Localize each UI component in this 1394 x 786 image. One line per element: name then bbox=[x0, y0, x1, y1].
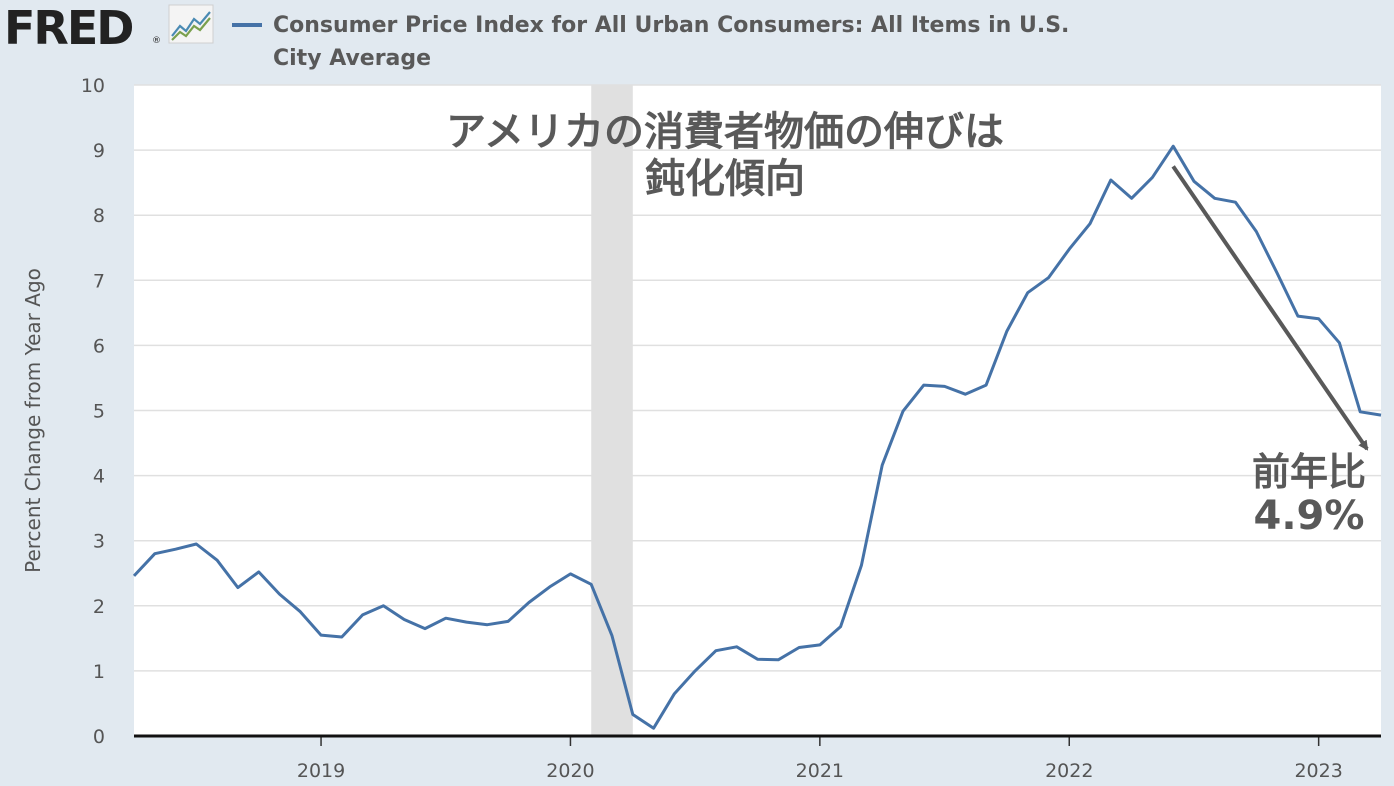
legend-label[interactable]: Consumer Price Index for All Urban Consu… bbox=[273, 13, 1070, 71]
data-point-2021-02[interactable] bbox=[839, 625, 843, 629]
annotation-title-line2: 鈍化傾向 bbox=[645, 156, 805, 202]
y-axis-title: Percent Change from Year Ago bbox=[21, 268, 45, 573]
data-point-2019-01[interactable] bbox=[319, 633, 323, 637]
y-tick-label-3: 3 bbox=[93, 531, 105, 553]
data-point-2020-05[interactable] bbox=[652, 726, 656, 730]
data-point-2020-01[interactable] bbox=[569, 572, 573, 576]
legend-swatch bbox=[232, 23, 262, 27]
data-point-2020-06[interactable] bbox=[672, 692, 676, 696]
y-tick-label-9: 9 bbox=[93, 140, 105, 162]
y-tick-label-0: 0 bbox=[93, 726, 105, 748]
data-point-2018-10[interactable] bbox=[257, 570, 261, 574]
data-point-2019-04[interactable] bbox=[381, 604, 385, 608]
x-tick-label-2022: 2022 bbox=[1045, 760, 1093, 782]
data-point-2018-12[interactable] bbox=[298, 610, 302, 614]
data-point-2019-07[interactable] bbox=[444, 616, 448, 620]
line-graph-icon bbox=[168, 4, 214, 44]
data-point-2019-08[interactable] bbox=[465, 620, 469, 624]
y-tick-label-5: 5 bbox=[93, 401, 105, 423]
data-point-2018-05[interactable] bbox=[153, 552, 157, 556]
data-point-2022-01[interactable] bbox=[1067, 247, 1071, 251]
data-point-2019-12[interactable] bbox=[548, 585, 552, 589]
data-point-2020-03[interactable] bbox=[610, 634, 614, 638]
y-tick-label-1: 1 bbox=[93, 661, 105, 683]
data-point-2019-11[interactable] bbox=[527, 601, 531, 605]
y-tick-label-6: 6 bbox=[93, 335, 105, 357]
data-point-2022-06[interactable] bbox=[1171, 144, 1175, 148]
data-point-2020-07[interactable] bbox=[693, 669, 697, 673]
data-point-2021-11[interactable] bbox=[1026, 291, 1030, 295]
data-point-2019-10[interactable] bbox=[506, 619, 510, 623]
data-point-2021-12[interactable] bbox=[1047, 276, 1051, 280]
x-tick-label-2023: 2023 bbox=[1294, 760, 1342, 782]
y-tick-label-2: 2 bbox=[93, 596, 105, 618]
data-point-2020-11[interactable] bbox=[776, 658, 780, 662]
data-point-2023-04[interactable] bbox=[1379, 413, 1383, 417]
data-point-2022-11[interactable] bbox=[1275, 271, 1279, 275]
data-point-2021-04[interactable] bbox=[880, 463, 884, 467]
y-tick-label-8: 8 bbox=[93, 205, 105, 227]
data-point-2021-09[interactable] bbox=[984, 383, 988, 387]
data-point-2020-02[interactable] bbox=[589, 582, 593, 586]
cpi-series-line[interactable] bbox=[132, 144, 1382, 730]
data-point-2019-02[interactable] bbox=[340, 635, 344, 639]
x-tick-label-2021: 2021 bbox=[796, 760, 844, 782]
data-point-2023-01[interactable] bbox=[1317, 317, 1321, 321]
data-point-2018-08[interactable] bbox=[215, 558, 219, 562]
data-point-2021-01[interactable] bbox=[818, 643, 822, 647]
data-point-2021-07[interactable] bbox=[943, 384, 947, 388]
data-point-2020-09[interactable] bbox=[735, 645, 739, 649]
y-axis-ticks: 0 1 2 3 4 5 6 7 8 9 10 bbox=[81, 75, 105, 748]
data-point-2023-03[interactable] bbox=[1358, 410, 1362, 414]
data-point-2022-09[interactable] bbox=[1234, 200, 1238, 204]
y-tick-label-10: 10 bbox=[81, 75, 105, 97]
annotation-title-line1: アメリカの消費者物価の伸びは bbox=[446, 109, 1004, 155]
data-point-2020-04[interactable] bbox=[631, 713, 635, 717]
data-point-2019-05[interactable] bbox=[402, 618, 406, 622]
fred-logo[interactable]: FRED bbox=[4, 1, 134, 55]
data-point-2022-02[interactable] bbox=[1088, 222, 1092, 226]
x-tick-label-2020: 2020 bbox=[546, 760, 594, 782]
x-axis-ticks: 2019 2020 2021 2022 2023 bbox=[297, 736, 1343, 782]
data-point-2020-10[interactable] bbox=[756, 657, 760, 661]
data-point-2022-03[interactable] bbox=[1109, 178, 1113, 182]
data-point-2021-03[interactable] bbox=[859, 563, 863, 567]
data-point-2022-08[interactable] bbox=[1213, 196, 1217, 200]
data-point-2021-05[interactable] bbox=[901, 409, 905, 413]
data-point-2020-08[interactable] bbox=[714, 649, 718, 653]
y-tick-label-7: 7 bbox=[93, 270, 105, 292]
registered-mark: ® bbox=[152, 36, 161, 46]
data-point-2019-09[interactable] bbox=[485, 623, 489, 627]
y-tick-label-4: 4 bbox=[93, 466, 105, 488]
data-point-2019-06[interactable] bbox=[423, 627, 427, 631]
data-point-2019-03[interactable] bbox=[361, 613, 365, 617]
data-point-2018-09[interactable] bbox=[236, 586, 240, 590]
annotation-arrow bbox=[1171, 165, 1369, 451]
data-point-2018-06[interactable] bbox=[174, 547, 178, 551]
x-tick-label-2019: 2019 bbox=[297, 760, 345, 782]
data-point-2023-02[interactable] bbox=[1337, 341, 1341, 345]
data-point-2022-04[interactable] bbox=[1130, 196, 1134, 200]
data-point-2021-06[interactable] bbox=[922, 383, 926, 387]
data-point-2018-04[interactable] bbox=[132, 574, 136, 578]
data-point-2022-05[interactable] bbox=[1150, 175, 1154, 179]
data-point-2022-07[interactable] bbox=[1192, 179, 1196, 183]
annotation-callout-line1: 前年比 bbox=[1252, 450, 1366, 494]
data-point-2022-10[interactable] bbox=[1254, 230, 1258, 234]
data-point-2022-12[interactable] bbox=[1296, 314, 1300, 318]
data-point-2021-08[interactable] bbox=[963, 392, 967, 396]
annotation-callout-line2: 4.9% bbox=[1254, 493, 1365, 539]
data-point-2018-07[interactable] bbox=[194, 542, 198, 546]
gridlines bbox=[134, 84, 1381, 672]
data-point-2020-12[interactable] bbox=[797, 646, 801, 650]
data-point-2021-10[interactable] bbox=[1005, 329, 1009, 333]
data-point-2018-11[interactable] bbox=[278, 592, 282, 596]
